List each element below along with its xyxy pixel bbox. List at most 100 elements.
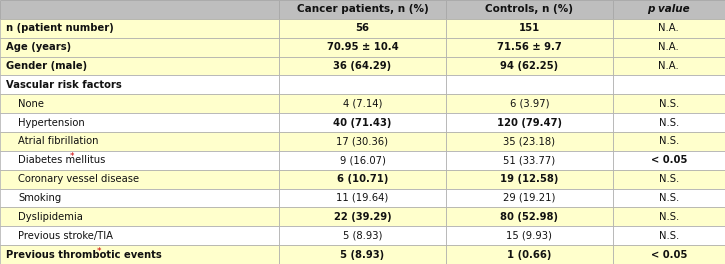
Bar [279, 170, 446, 188]
Text: 51 (33.77): 51 (33.77) [503, 155, 555, 165]
Text: 151: 151 [518, 23, 540, 33]
Bar [613, 76, 725, 94]
Bar [0, 188, 279, 208]
Text: 80 (52.98): 80 (52.98) [500, 212, 558, 222]
Bar [279, 132, 446, 151]
Bar [0, 208, 279, 226]
Text: 5 (8.93): 5 (8.93) [341, 249, 384, 260]
Bar [613, 113, 725, 132]
Text: 17 (30.36): 17 (30.36) [336, 136, 389, 147]
Text: 22 (39.29): 22 (39.29) [334, 212, 392, 222]
Bar [446, 19, 613, 38]
Text: Diabetes mellitus: Diabetes mellitus [18, 155, 106, 165]
Bar [446, 132, 613, 151]
Bar [446, 76, 613, 94]
Bar [613, 0, 725, 19]
Bar [446, 188, 613, 208]
Text: 40 (71.43): 40 (71.43) [334, 117, 392, 128]
Bar [613, 170, 725, 188]
Text: Atrial fibrillation: Atrial fibrillation [18, 136, 99, 147]
Bar [279, 38, 446, 56]
Text: Cancer patients, n (%): Cancer patients, n (%) [297, 4, 428, 15]
Text: Hypertension: Hypertension [18, 117, 85, 128]
Bar [613, 56, 725, 76]
Bar [0, 170, 279, 188]
Text: N.S.: N.S. [659, 231, 679, 241]
Bar [0, 76, 279, 94]
Text: 35 (23.18): 35 (23.18) [503, 136, 555, 147]
Text: 1 (0.66): 1 (0.66) [507, 249, 552, 260]
Bar [279, 0, 446, 19]
Bar [446, 170, 613, 188]
Bar [446, 38, 613, 56]
Text: 29 (19.21): 29 (19.21) [503, 193, 555, 203]
Bar [279, 19, 446, 38]
Text: N.S.: N.S. [659, 99, 679, 109]
Bar [613, 38, 725, 56]
Bar [279, 188, 446, 208]
Bar [279, 245, 446, 264]
Text: 70.95 ± 10.4: 70.95 ± 10.4 [327, 42, 398, 52]
Bar [613, 226, 725, 245]
Text: Controls, n (%): Controls, n (%) [485, 4, 573, 15]
Bar [446, 113, 613, 132]
Text: 56: 56 [355, 23, 370, 33]
Bar [0, 94, 279, 113]
Bar [279, 208, 446, 226]
Text: 19 (12.58): 19 (12.58) [500, 174, 558, 184]
Text: N.S.: N.S. [659, 212, 679, 222]
Bar [613, 188, 725, 208]
Bar [0, 245, 279, 264]
Text: *: * [70, 152, 75, 161]
Bar [613, 208, 725, 226]
Text: 6 (3.97): 6 (3.97) [510, 99, 549, 109]
Text: < 0.05: < 0.05 [650, 155, 687, 165]
Text: 11 (19.64): 11 (19.64) [336, 193, 389, 203]
Text: Previous stroke/TIA: Previous stroke/TIA [18, 231, 113, 241]
Text: 94 (62.25): 94 (62.25) [500, 61, 558, 71]
Bar [613, 132, 725, 151]
Bar [613, 94, 725, 113]
Bar [446, 226, 613, 245]
Text: *: * [97, 247, 102, 256]
Text: 9 (16.07): 9 (16.07) [339, 155, 386, 165]
Bar [0, 56, 279, 76]
Bar [446, 245, 613, 264]
Text: N.S.: N.S. [659, 136, 679, 147]
Text: Previous thrombotic events: Previous thrombotic events [6, 249, 162, 260]
Bar [0, 0, 279, 19]
Bar [446, 94, 613, 113]
Bar [613, 245, 725, 264]
Text: 36 (64.29): 36 (64.29) [334, 61, 392, 71]
Bar [0, 113, 279, 132]
Text: N.A.: N.A. [658, 42, 679, 52]
Text: 4 (7.14): 4 (7.14) [343, 99, 382, 109]
Bar [279, 76, 446, 94]
Bar [446, 151, 613, 170]
Text: N.A.: N.A. [658, 23, 679, 33]
Text: N.A.: N.A. [658, 61, 679, 71]
Text: 5 (8.93): 5 (8.93) [343, 231, 382, 241]
Text: Coronary vessel disease: Coronary vessel disease [18, 174, 139, 184]
Text: < 0.05: < 0.05 [650, 249, 687, 260]
Bar [0, 226, 279, 245]
Text: N.S.: N.S. [659, 174, 679, 184]
Text: Gender (male): Gender (male) [6, 61, 87, 71]
Text: N.S.: N.S. [659, 193, 679, 203]
Text: N.S.: N.S. [659, 117, 679, 128]
Bar [446, 208, 613, 226]
Bar [613, 19, 725, 38]
Bar [279, 226, 446, 245]
Bar [279, 113, 446, 132]
Bar [0, 38, 279, 56]
Text: n (patient number): n (patient number) [6, 23, 114, 33]
Bar [279, 56, 446, 76]
Text: 15 (9.93): 15 (9.93) [506, 231, 552, 241]
Bar [0, 132, 279, 151]
Bar [613, 151, 725, 170]
Text: None: None [18, 99, 44, 109]
Text: p value: p value [647, 4, 690, 15]
Text: Dyslipidemia: Dyslipidemia [18, 212, 83, 222]
Text: *: * [0, 263, 1, 264]
Text: 6 (10.71): 6 (10.71) [337, 174, 388, 184]
